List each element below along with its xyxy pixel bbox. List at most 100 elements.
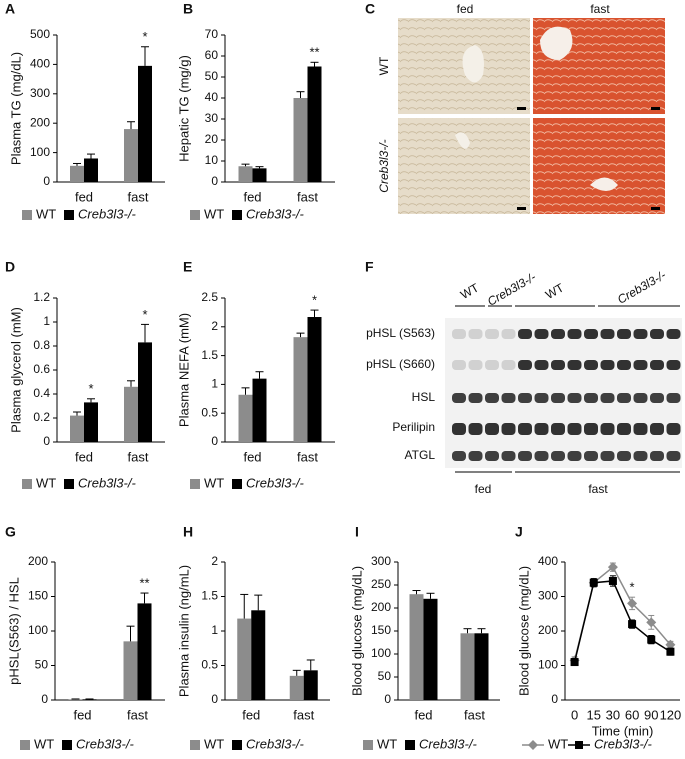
legend-swatch xyxy=(20,740,30,750)
y-axis-label: Blood glucose (mg/dL) xyxy=(516,566,531,696)
legend-swatch xyxy=(64,210,74,220)
marker xyxy=(571,658,579,666)
band xyxy=(584,360,598,370)
y-tick-label: 100 xyxy=(30,145,50,159)
y-tick-label: 60 xyxy=(205,48,219,62)
error-bar xyxy=(240,594,248,618)
bar xyxy=(138,66,152,182)
y-tick-label: 1.5 xyxy=(201,348,218,362)
legend-swatch xyxy=(190,740,200,750)
y-tick-label: 70 xyxy=(205,27,219,41)
blot-row-label: pHSL (S660) xyxy=(366,357,435,371)
bar xyxy=(138,342,152,442)
y-tick-label: 0.8 xyxy=(33,338,50,352)
bar xyxy=(84,158,98,182)
y-tick-label: 300 xyxy=(538,589,558,603)
panel-label: D xyxy=(5,259,15,275)
band xyxy=(518,451,532,461)
lane-group-label: Creb3l3-/- xyxy=(615,268,668,307)
band xyxy=(634,329,648,339)
y-tick-label: 0 xyxy=(384,692,391,706)
legend-swatch xyxy=(190,479,200,489)
marker xyxy=(666,648,674,656)
legend-label: Creb3l3-/- xyxy=(246,206,304,221)
legend-label: WT xyxy=(377,736,397,751)
band xyxy=(568,393,582,403)
line xyxy=(575,581,671,662)
legend-swatch xyxy=(232,740,242,750)
y-tick-label: 2.5 xyxy=(201,290,218,304)
x-tick-label: fast xyxy=(464,707,485,722)
x-tick-label: fed xyxy=(414,707,432,722)
significance: * xyxy=(88,381,93,396)
band xyxy=(535,423,549,435)
band xyxy=(452,451,466,461)
y-tick-label: 200 xyxy=(538,623,558,637)
y-axis-label: Hepatic TG (mg/g) xyxy=(176,55,191,162)
legend-label: Creb3l3-/- xyxy=(78,206,136,221)
bar xyxy=(70,166,84,182)
band xyxy=(601,451,615,461)
band xyxy=(584,393,598,403)
band xyxy=(584,423,598,435)
bar xyxy=(475,633,489,700)
band xyxy=(502,360,516,370)
significance: * xyxy=(142,29,147,44)
y-tick-label: 50 xyxy=(205,69,219,83)
error-bar xyxy=(242,164,250,166)
band xyxy=(485,393,499,403)
legend-swatch xyxy=(232,479,242,489)
bar xyxy=(294,98,308,182)
band xyxy=(452,329,466,339)
marker xyxy=(590,579,598,587)
row-label: WT xyxy=(377,56,391,75)
marker xyxy=(647,636,655,644)
legend-swatch xyxy=(232,210,242,220)
error-bar xyxy=(293,670,301,676)
band xyxy=(601,423,615,435)
y-tick-label: 2 xyxy=(211,319,218,333)
y-axis-label: Plasma insulin (ng/mL) xyxy=(176,565,191,697)
marker xyxy=(628,620,636,628)
bar xyxy=(239,395,253,442)
bar xyxy=(424,599,438,700)
bar xyxy=(138,603,152,700)
band xyxy=(667,423,681,435)
x-tick-label: fast xyxy=(128,189,149,204)
y-tick-label: 10 xyxy=(205,153,219,167)
legend-label: WT xyxy=(36,206,56,221)
error-bar xyxy=(307,660,315,670)
legend-label: WT xyxy=(204,475,224,490)
band xyxy=(601,329,615,339)
condition-label: fed xyxy=(475,482,492,496)
significance: ** xyxy=(309,45,319,60)
significance: * xyxy=(630,580,635,595)
y-tick-label: 0.2 xyxy=(33,410,50,424)
blot-row-label: pHSL (S563) xyxy=(366,326,435,340)
band xyxy=(452,423,466,435)
error-bar xyxy=(141,324,149,342)
band xyxy=(551,329,565,339)
y-tick-label: 100 xyxy=(538,658,558,672)
y-tick-label: 150 xyxy=(371,623,391,637)
significance: * xyxy=(312,293,317,308)
bar xyxy=(70,416,84,442)
error-bar xyxy=(297,333,305,337)
legend-label: Creb3l3-/- xyxy=(76,736,134,751)
bar xyxy=(251,610,265,700)
band xyxy=(667,360,681,370)
y-tick-label: 50 xyxy=(35,658,49,672)
y-tick-label: 200 xyxy=(30,115,50,129)
band xyxy=(650,423,664,435)
y-tick-label: 0 xyxy=(211,434,218,448)
bar xyxy=(304,670,318,700)
band xyxy=(485,451,499,461)
y-tick-label: 250 xyxy=(371,577,391,591)
bar xyxy=(308,317,322,442)
legend-marker xyxy=(575,741,583,749)
error-bar xyxy=(141,593,149,603)
band xyxy=(617,360,631,370)
band xyxy=(634,423,648,435)
x-tick-label: 120 xyxy=(660,707,682,722)
